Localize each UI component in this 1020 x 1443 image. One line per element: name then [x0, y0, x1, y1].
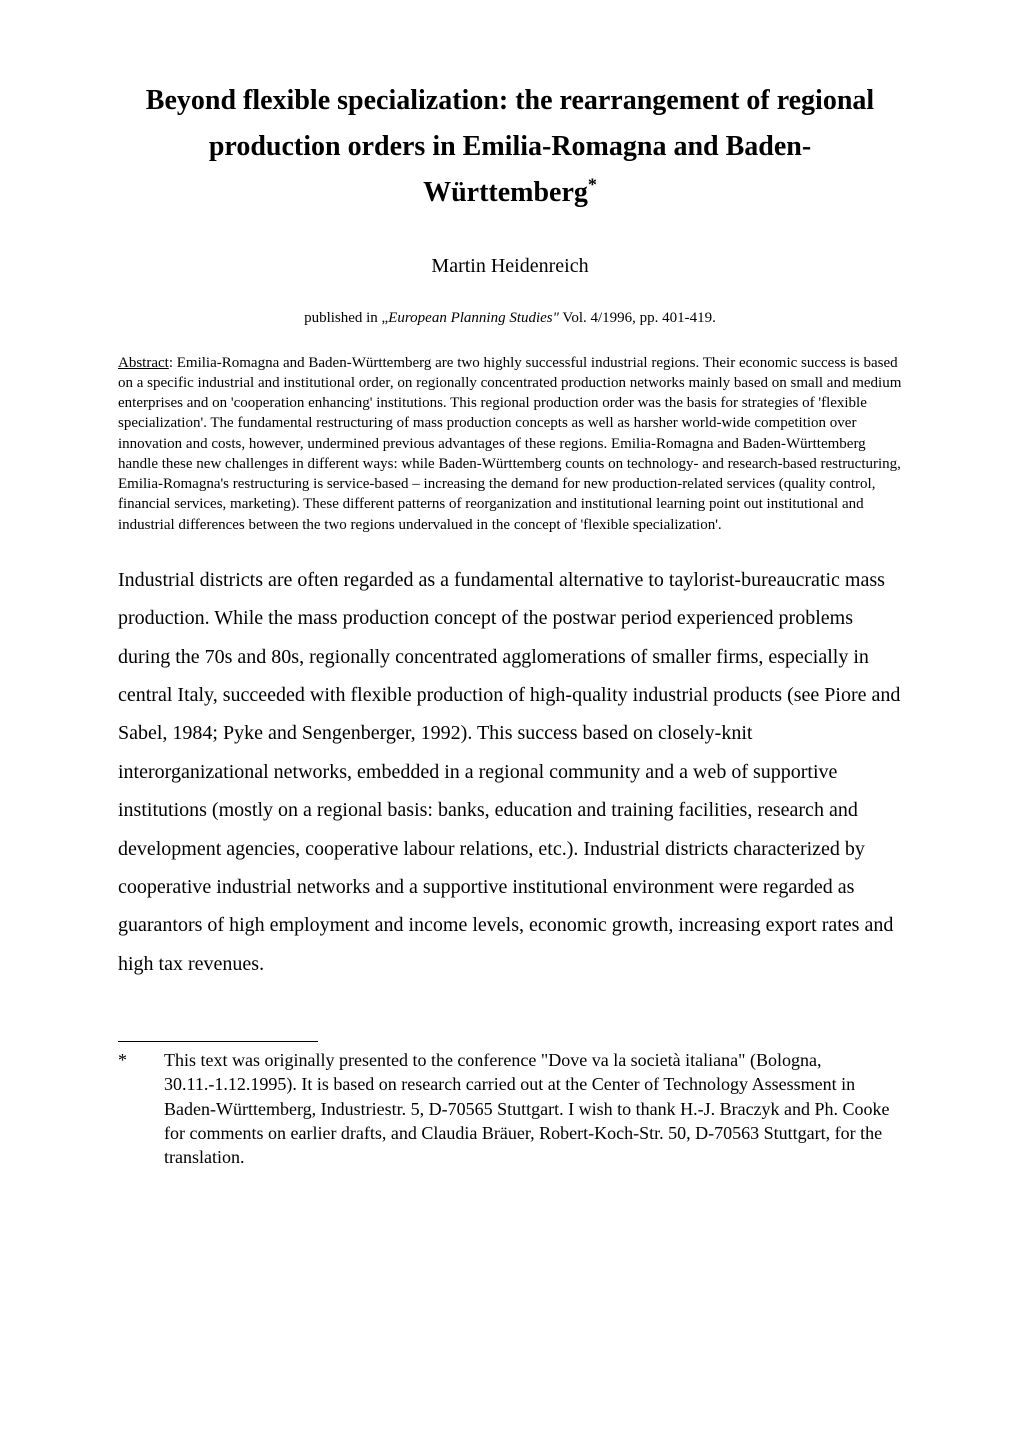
published-journal: European Planning Studies" — [388, 310, 559, 326]
title-footnote-marker: * — [588, 175, 597, 195]
abstract-block: Abstract: Emilia-Romagna and Baden-Württ… — [118, 353, 902, 535]
author-name: Martin Heidenreich — [118, 255, 902, 278]
publication-info: published in „European Planning Studies"… — [118, 310, 902, 327]
abstract-label: Abstract — [118, 355, 169, 371]
abstract-separator: : — [169, 355, 177, 371]
footnote-separator — [118, 1041, 318, 1042]
published-prefix: published in „ — [304, 310, 388, 326]
footnote-text: This text was originally presented to th… — [164, 1048, 902, 1169]
paper-title: Beyond flexible specialization: the rear… — [118, 78, 902, 217]
title-line-2: production orders in Emilia-Romagna and … — [209, 131, 811, 162]
title-line-3-prefix: Württemberg — [423, 177, 588, 208]
body-paragraph-1: Industrial districts are often regarded … — [118, 561, 902, 983]
published-suffix: Vol. 4/1996, pp. 401-419. — [559, 310, 716, 326]
abstract-text: Emilia-Romagna and Baden-Württemberg are… — [118, 355, 901, 533]
title-line-1: Beyond flexible specialization: the rear… — [146, 85, 874, 116]
footnote-block: * This text was originally presented to … — [118, 1048, 902, 1169]
footnote-marker: * — [118, 1048, 130, 1169]
